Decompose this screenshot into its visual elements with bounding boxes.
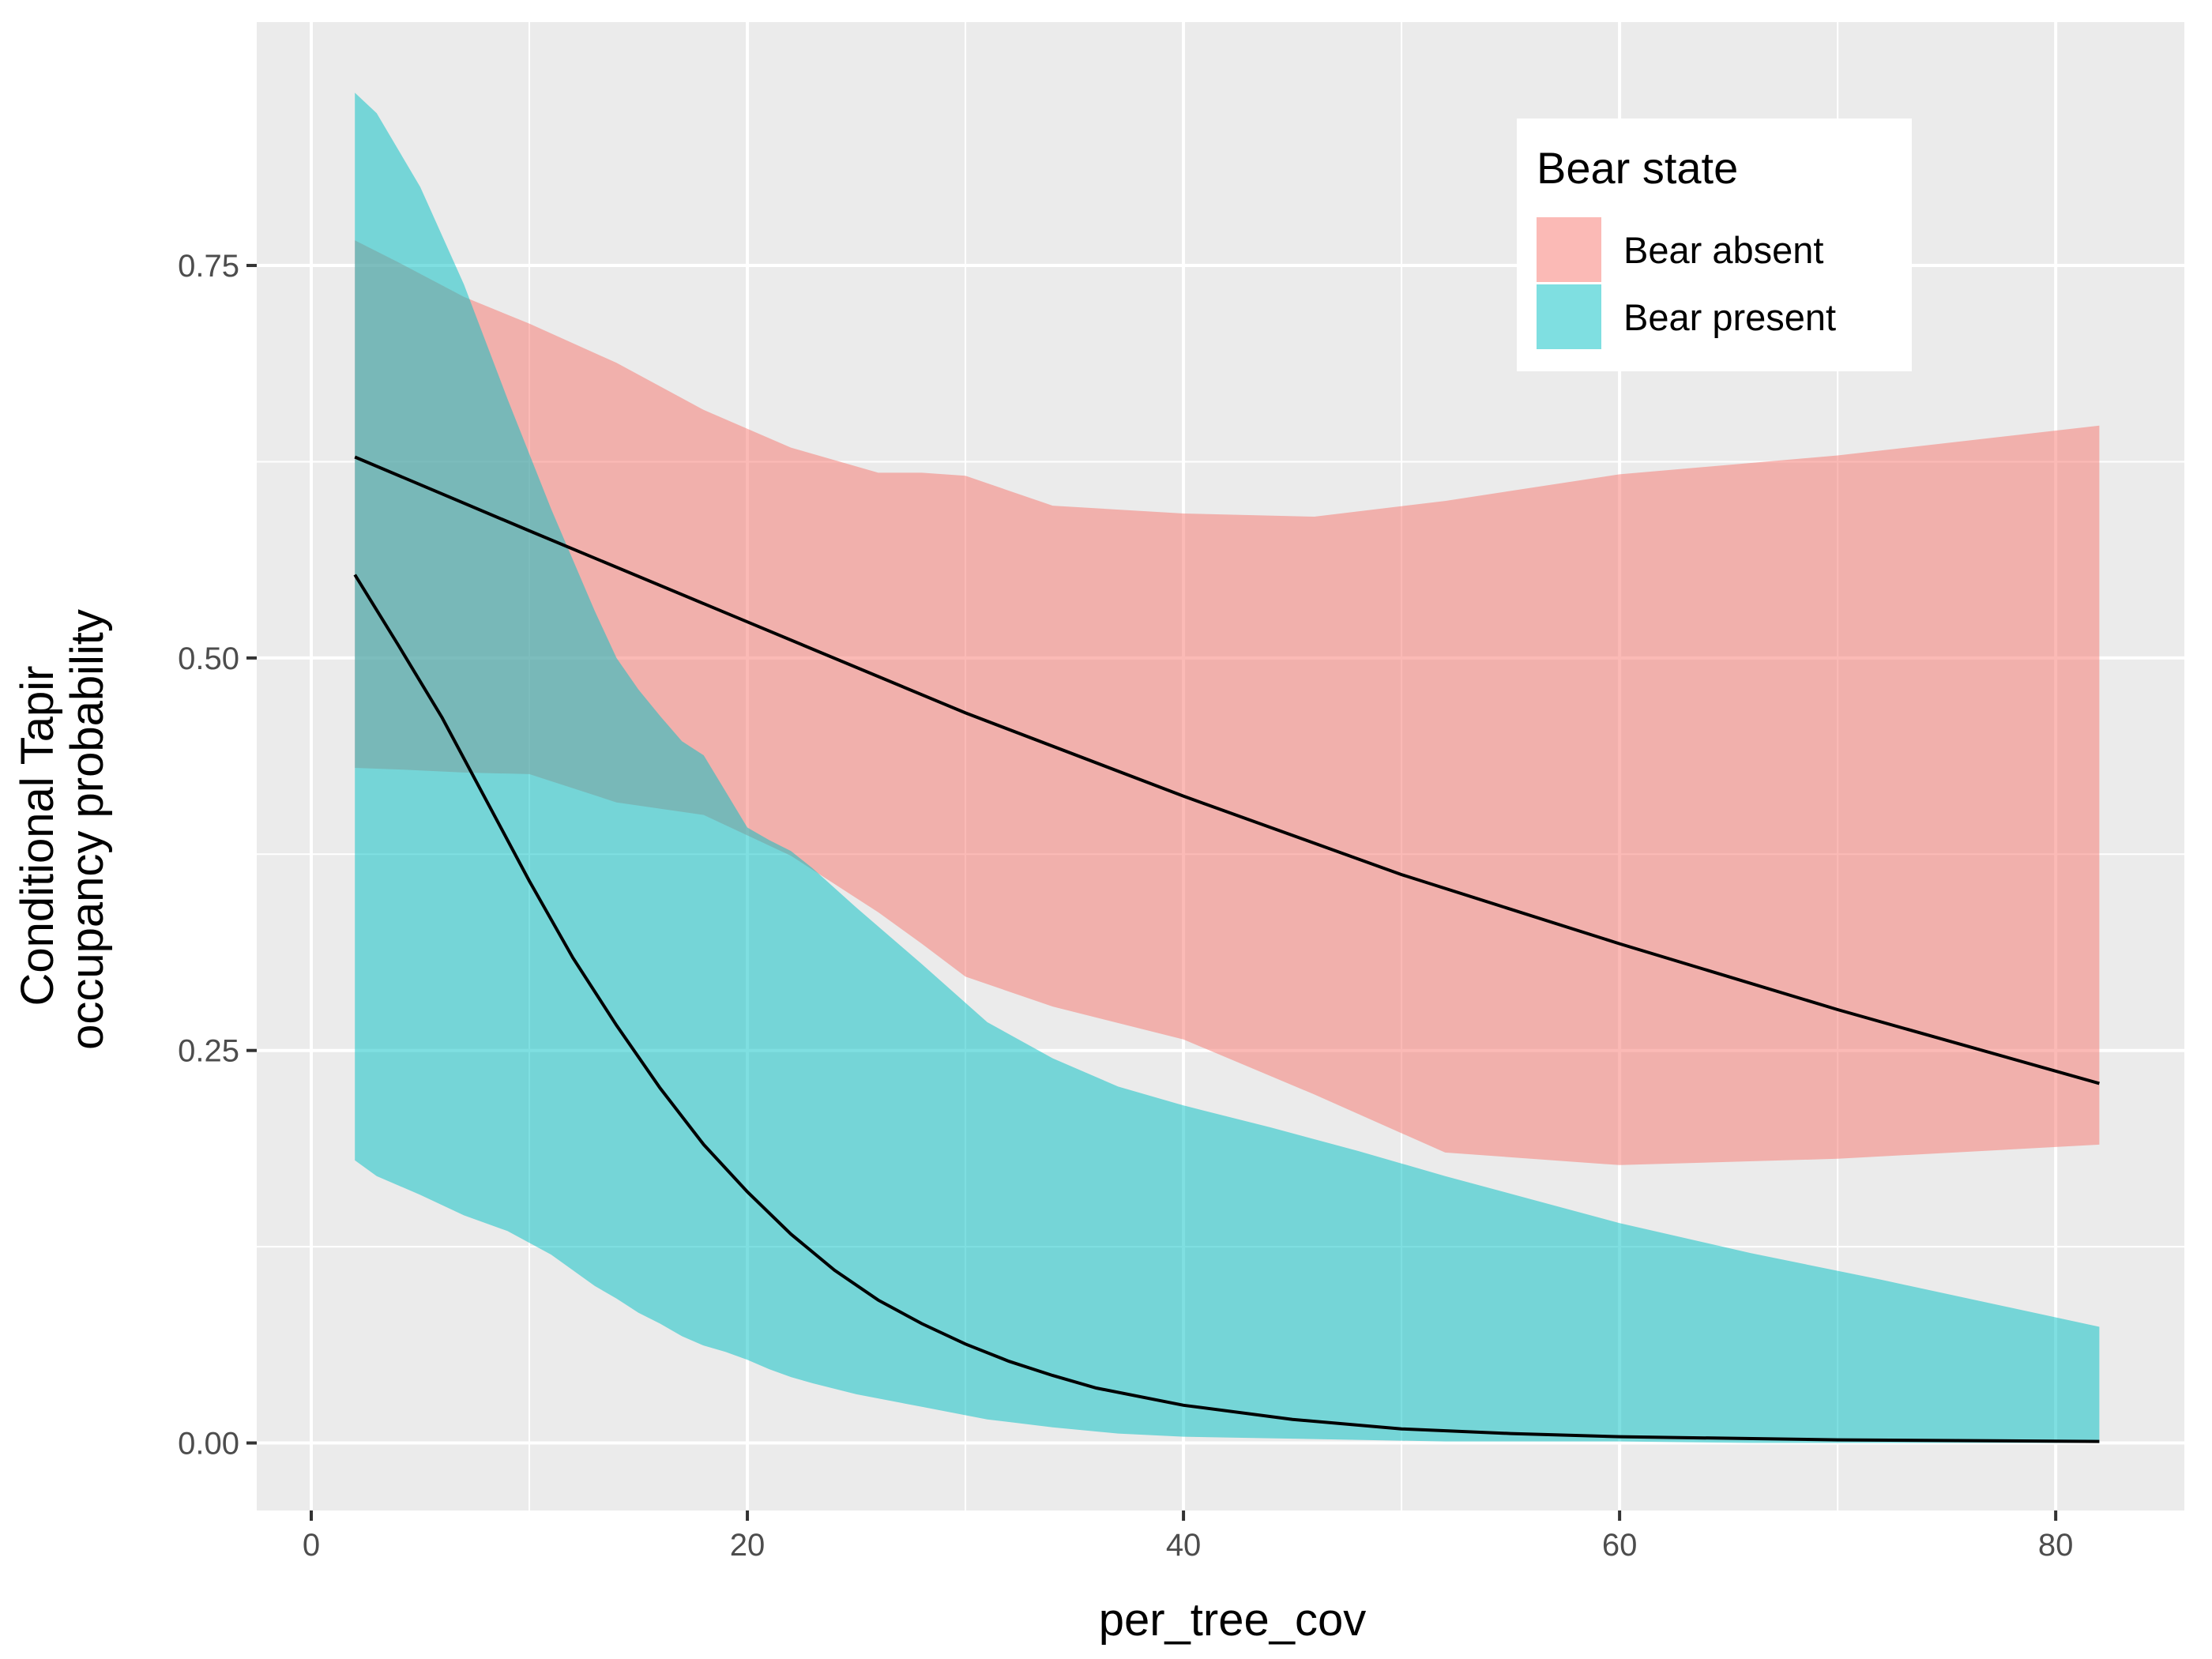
y-tick-label: 0.00 — [178, 1427, 239, 1462]
y-tick-label: 0.50 — [178, 641, 239, 676]
y-tick-label: 0.25 — [178, 1034, 239, 1069]
y-axis-title-line-1: Conditional Tapir — [12, 666, 63, 1006]
legend-key-bear-absent — [1537, 217, 1601, 282]
x-tick-label: 60 — [1602, 1528, 1638, 1563]
x-tick-label: 0 — [303, 1528, 320, 1563]
y-axis-title: Conditional Tapir occupancy probability — [12, 609, 113, 1050]
legend-label-bear-present: Bear present — [1623, 296, 1836, 338]
fitted-lines — [353, 455, 2100, 1443]
y-axis-title-line-2: occupancy probability — [62, 609, 113, 1050]
x-tick-label: 20 — [730, 1528, 766, 1563]
x-tick-label: 40 — [1166, 1528, 1202, 1563]
legend-label-bear-absent: Bear absent — [1623, 229, 1823, 271]
confidence-ribbons — [355, 92, 2100, 1443]
x-axis: 0 20 40 60 80 — [303, 1510, 2074, 1563]
x-axis-title: per_tree_cov — [1099, 1594, 1367, 1646]
y-tick-label: 0.75 — [178, 249, 239, 284]
y-axis: 0.00 0.25 0.50 0.75 — [178, 249, 257, 1462]
legend-title: Bear state — [1537, 143, 1738, 193]
x-tick-label: 80 — [2038, 1528, 2074, 1563]
line-bear-absent — [354, 455, 2100, 1085]
legend: Bear state Bear absent Bear present — [1517, 118, 1912, 371]
line-bear-present — [353, 574, 2100, 1443]
legend-key-bear-present — [1537, 284, 1601, 349]
ribbon-bear-present — [355, 92, 2100, 1443]
ribbon-bear-absent — [355, 240, 2100, 1165]
